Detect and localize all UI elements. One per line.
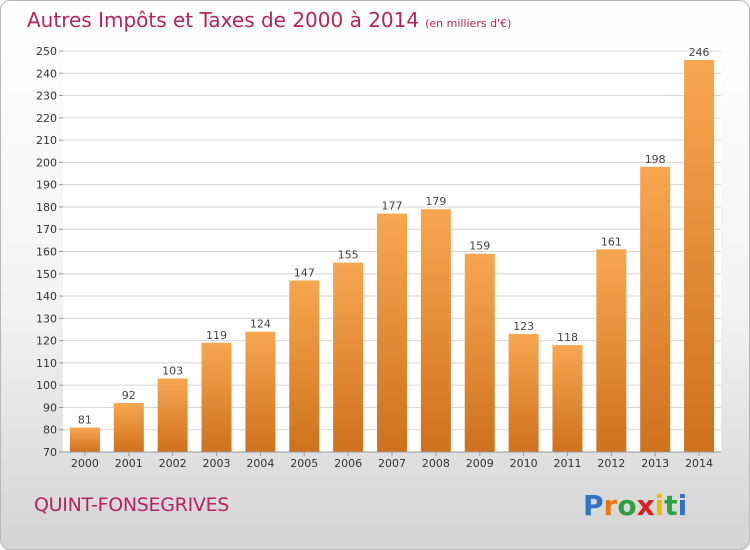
x-tick-label: 2004 bbox=[246, 457, 274, 470]
bar bbox=[420, 209, 451, 452]
bar bbox=[377, 213, 407, 452]
bar bbox=[289, 280, 320, 452]
x-tick-label: 2000 bbox=[71, 457, 99, 470]
y-axis: 70 80 90 100 110 120 130 140 150 160 170 180 190 200 2… bbox=[36, 45, 57, 459]
x-tick-label: 2002 bbox=[159, 457, 187, 470]
x-tick-label: 2005 bbox=[290, 457, 318, 470]
logo-letter: i bbox=[677, 489, 688, 522]
y-tick-label: 250 bbox=[36, 45, 57, 58]
chart-title-main: Autres Impôts et Taxes de 2000 à 2014 bbox=[27, 8, 420, 32]
bar-value-label: 179 bbox=[425, 195, 446, 208]
x-tick-label: 2008 bbox=[422, 457, 450, 470]
y-tick-label: 220 bbox=[36, 112, 57, 125]
bar-value-label: 159 bbox=[469, 240, 490, 253]
x-tick-label: 2003 bbox=[203, 457, 231, 470]
bar bbox=[640, 166, 671, 452]
bar-value-label: 155 bbox=[338, 249, 359, 262]
chart-title: Autres Impôts et Taxes de 2000 à 2014 (en… bbox=[27, 8, 511, 32]
bar-value-label: 147 bbox=[294, 266, 315, 279]
y-tick-label: 240 bbox=[36, 67, 57, 80]
y-tick-label: 210 bbox=[36, 134, 57, 147]
bar-value-label: 103 bbox=[162, 364, 183, 377]
y-tick-label: 150 bbox=[36, 268, 57, 281]
logo-letter: t bbox=[664, 489, 678, 522]
y-tick-label: 80 bbox=[43, 424, 57, 437]
y-tick-label: 200 bbox=[36, 156, 57, 169]
y-tick-label: 90 bbox=[43, 401, 57, 414]
bar bbox=[508, 333, 539, 452]
y-tick-label: 70 bbox=[43, 446, 57, 459]
bar-value-label: 81 bbox=[78, 413, 92, 426]
city-name: QUINT-FONSEGRIVES bbox=[34, 494, 230, 516]
y-tick-label: 180 bbox=[36, 201, 57, 214]
y-tick-label: 130 bbox=[36, 312, 57, 325]
logo-letter: o bbox=[617, 489, 637, 522]
bar-value-label: 118 bbox=[557, 331, 578, 344]
x-tick-label: 2007 bbox=[378, 457, 406, 470]
bar bbox=[245, 331, 276, 452]
y-tick-label: 170 bbox=[36, 223, 57, 236]
x-tick-label: 2010 bbox=[510, 457, 538, 470]
y-tick-label: 230 bbox=[36, 90, 57, 103]
bar bbox=[69, 427, 100, 452]
logo-letter: x bbox=[636, 489, 655, 522]
logo-letter: i bbox=[654, 489, 665, 522]
bar bbox=[113, 402, 144, 452]
bar bbox=[464, 253, 495, 452]
y-tick-label: 110 bbox=[36, 357, 57, 370]
bar bbox=[333, 262, 364, 452]
x-tick-label: 2012 bbox=[597, 457, 625, 470]
y-tick-label: 120 bbox=[36, 335, 57, 348]
proxiti-logo: Proxiti bbox=[583, 489, 687, 522]
bar-value-label: 124 bbox=[250, 318, 271, 331]
bar-value-label: 246 bbox=[689, 46, 710, 59]
logo-letter: r bbox=[603, 489, 618, 522]
chart-title-unit: (en milliers d'€) bbox=[425, 17, 512, 30]
bar bbox=[684, 59, 715, 453]
x-tick-label: 2009 bbox=[466, 457, 494, 470]
bar-value-label: 119 bbox=[206, 329, 227, 342]
bar-value-label: 161 bbox=[601, 235, 622, 248]
bar bbox=[596, 249, 627, 452]
y-tick-label: 140 bbox=[36, 290, 57, 303]
data-labels: 81 92 103 119 124 147 155 177 179 159 123 118 161 198… bbox=[78, 46, 710, 427]
bars bbox=[69, 59, 715, 453]
y-tick-label: 190 bbox=[36, 179, 57, 192]
logo-letter: P bbox=[583, 489, 604, 522]
bar-value-label: 177 bbox=[382, 200, 403, 213]
x-tick-label: 2011 bbox=[553, 457, 581, 470]
x-tick-label: 2001 bbox=[115, 457, 143, 470]
bar-value-label: 123 bbox=[513, 320, 534, 333]
y-tick-label: 100 bbox=[36, 379, 57, 392]
bar bbox=[201, 342, 232, 452]
x-tick-label: 2014 bbox=[685, 457, 713, 470]
y-tick-label: 160 bbox=[36, 246, 57, 259]
x-tick-label: 2006 bbox=[334, 457, 362, 470]
bar bbox=[552, 345, 583, 452]
x-axis: 2000 2001 2002 2003 2004 2005 2006 2007 2008 2009… bbox=[71, 452, 713, 470]
bar-value-label: 92 bbox=[122, 389, 136, 402]
bar bbox=[157, 378, 188, 452]
x-tick-label: 2013 bbox=[641, 457, 669, 470]
bar-value-label: 198 bbox=[645, 153, 666, 166]
